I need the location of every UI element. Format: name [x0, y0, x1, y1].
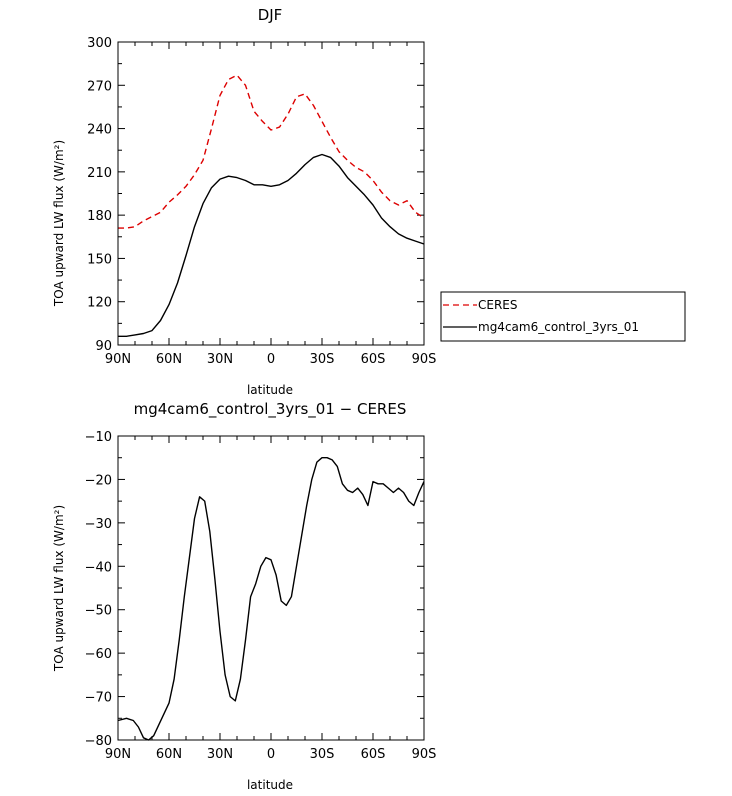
top-y-tick-label: 150 [87, 252, 112, 267]
top-y-tick-label: 90 [95, 339, 112, 354]
top-series-line-mg4cam6-control-3yrs-01 [118, 153, 425, 337]
bottom-x-tick-label: 30N [207, 747, 233, 762]
bottom-y-tick-label: −80 [85, 734, 112, 749]
bottom-x-tick-label: 0 [267, 747, 275, 762]
bottom-x-tick-label: 60S [361, 747, 386, 762]
bottom-y-tick-label: −60 [85, 647, 112, 662]
top-axis-ticks: 90N 60N 30N 0 30S 60S 90S 90 120 150 180 210 240 270 3… [87, 36, 436, 367]
top-panel: DJF latitude TOA upward LW flux (W/m²) 9… [52, 6, 436, 397]
bottom-series-lines [117, 457, 425, 741]
legend-label-ceres: CERES [478, 298, 518, 312]
bottom-x-tick-label: 30S [310, 747, 335, 762]
bottom-y-tick-label: −30 [85, 517, 112, 532]
top-y-tick-label: 300 [87, 36, 112, 51]
top-series-lines [118, 74, 425, 337]
bottom-y-axis-label: TOA upward LW flux (W/m²) [52, 505, 66, 672]
top-x-tick-label: 90S [412, 352, 437, 367]
top-y-axis-label: TOA upward LW flux (W/m²) [52, 140, 66, 307]
bottom-panel-title: mg4cam6_control_3yrs_01 − CERES [134, 400, 407, 419]
bottom-y-tick-label: −10 [85, 430, 112, 445]
top-x-tick-label: 30S [310, 352, 335, 367]
top-x-tick-label: 30N [207, 352, 233, 367]
top-panel-title: DJF [258, 6, 283, 24]
bottom-axis-ticks: 90N 60N 30N 0 30S 60S 90S −80 −70 −60 −50 −40 −30 −20… [85, 430, 437, 762]
bottom-y-tick-label: −20 [85, 473, 112, 488]
top-y-tick-label: 270 [87, 79, 112, 94]
bottom-x-tick-label: 90N [105, 747, 131, 762]
top-y-tick-label: 120 [87, 296, 112, 311]
top-y-tick-label: 210 [87, 166, 112, 181]
legend: CERES mg4cam6_control_3yrs_01 [440, 291, 686, 342]
top-x-tick-label: 0 [267, 352, 275, 367]
legend-box [440, 291, 686, 342]
bottom-x-tick-label: 60N [156, 747, 182, 762]
bottom-plot-frame [117, 435, 425, 741]
top-y-tick-label: 180 [87, 209, 112, 224]
bottom-series-line-difference [117, 457, 425, 741]
top-x-axis-label: latitude [247, 383, 293, 397]
legend-label-model: mg4cam6_control_3yrs_01 [478, 320, 639, 334]
bottom-panel: mg4cam6_control_3yrs_01 − CERES latitude… [52, 400, 436, 792]
bottom-x-axis-label: latitude [247, 778, 293, 792]
top-series-line-ceres [118, 74, 425, 229]
top-x-tick-label: 60N [156, 352, 182, 367]
bottom-y-tick-label: −50 [85, 604, 112, 619]
bottom-y-tick-label: −40 [85, 560, 112, 575]
top-x-tick-label: 90N [105, 352, 131, 367]
bottom-x-tick-label: 90S [412, 747, 437, 762]
top-x-tick-label: 60S [361, 352, 386, 367]
bottom-y-tick-label: −70 [85, 691, 112, 706]
top-plot-frame [117, 41, 425, 346]
top-y-tick-label: 240 [87, 123, 112, 138]
